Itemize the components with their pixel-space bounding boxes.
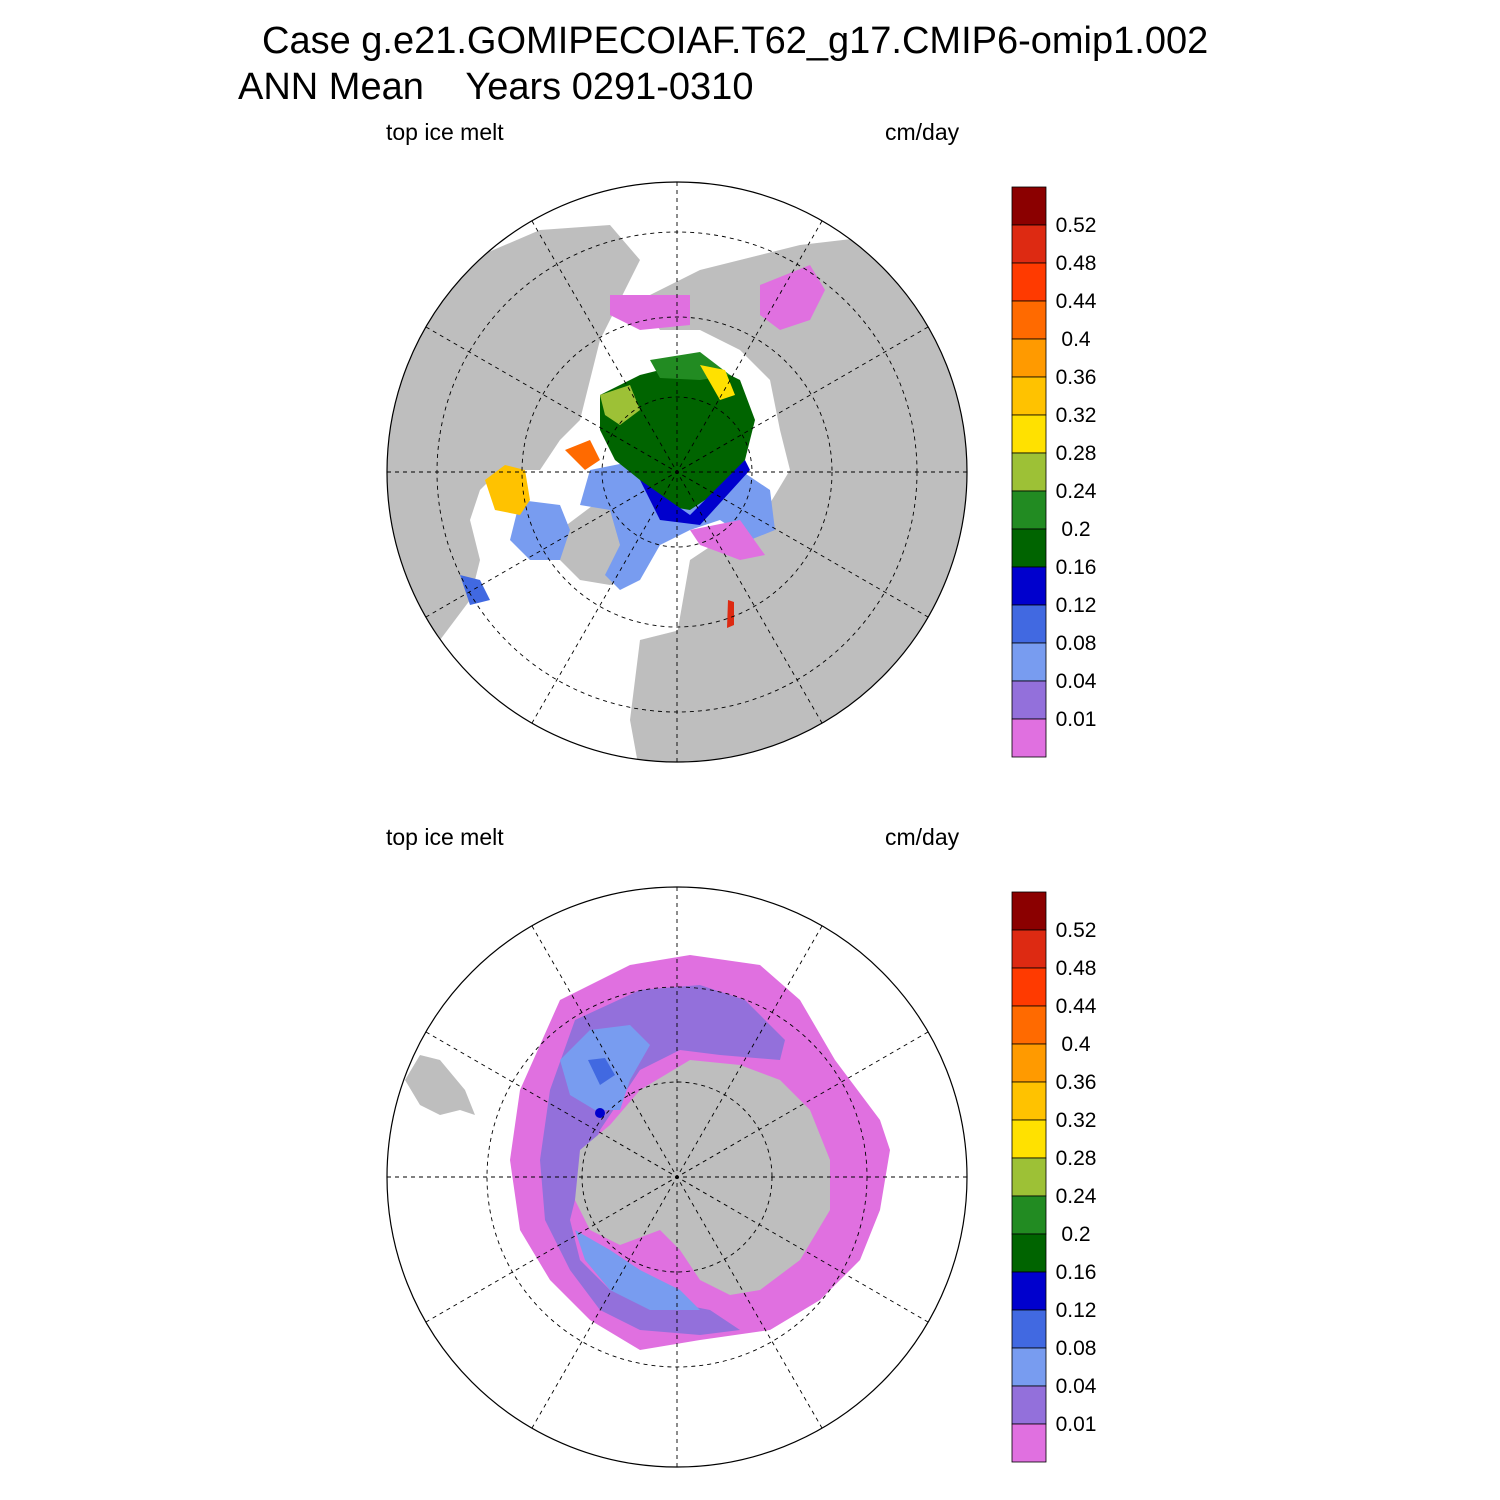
south-colorbar-box <box>1011 1423 1047 1463</box>
north-contour-blue-edge <box>640 460 750 525</box>
south-graticule <box>387 887 967 1467</box>
north-colorbar-tick-label: 0.16 <box>1056 556 1097 579</box>
north-colorbar-box <box>1011 642 1047 682</box>
north-contour-gold <box>485 465 530 515</box>
south-colorbar-tick-label: 0.08 <box>1056 1337 1097 1360</box>
north-contour-orange <box>565 440 600 470</box>
north-variable-label: top ice melt <box>386 119 504 145</box>
north-colorbar-tick-label: 0.36 <box>1056 366 1097 389</box>
north-colorbar-box <box>1011 452 1047 492</box>
south-sea-ice-field <box>405 955 890 1350</box>
north-map-border <box>386 181 968 763</box>
north-colorbar-box <box>1011 490 1047 530</box>
south-colorbar-box <box>1011 1233 1047 1273</box>
north-colorbar-box <box>1011 224 1047 264</box>
north-colorbar-tick-label: 0.08 <box>1056 632 1097 655</box>
south-colorbar-box <box>1011 891 1047 931</box>
south-colorbar-tick-label: 0.2 <box>1061 1223 1090 1246</box>
north-colorbar-tick-label: 0.48 <box>1056 252 1097 275</box>
south-colorbar-tick-label: 0.32 <box>1056 1109 1097 1132</box>
north-contour-pink-b <box>760 265 825 330</box>
south-colorbar-tick-label: 0.16 <box>1056 1261 1097 1284</box>
south-units-label: cm/day <box>885 824 960 850</box>
north-colorbar-tick-label: 0.24 <box>1056 480 1097 503</box>
years-label: Years 0291-0310 <box>465 66 754 108</box>
north-colorbar-box <box>1011 300 1047 340</box>
north-colorbar-tick-label: 0.32 <box>1056 404 1097 427</box>
south-colorbar-tick-label: 0.01 <box>1056 1413 1097 1436</box>
north-colorbar-box <box>1011 338 1047 378</box>
south-colorbar-box <box>1011 929 1047 969</box>
south-colorbar-tick-label: 0.12 <box>1056 1299 1097 1322</box>
north-land-north-america <box>387 225 640 640</box>
figure-title-period: ANN Mean Years 0291-0310 <box>238 68 753 106</box>
north-colorbar: 0.52 0.48 0.44 0.4 0.36 0.32 0.28 0.24 0.2 0.16 0.… <box>1011 186 1097 758</box>
north-colorbar-box <box>1011 680 1047 720</box>
north-colorbar-box <box>1011 528 1047 568</box>
south-variable-label: top ice melt <box>386 824 504 850</box>
south-colorbar-tick-label: 0.52 <box>1056 919 1097 942</box>
south-colorbar-box <box>1011 1309 1047 1349</box>
south-colorbar-box <box>1011 1119 1047 1159</box>
south-land-antarctica <box>575 1060 830 1295</box>
north-polar-map <box>386 181 968 763</box>
south-colorbar-tick-label: 0.4 <box>1061 1033 1091 1056</box>
south-colorbar-box <box>1011 1081 1047 1121</box>
north-contour-pink-a <box>610 295 690 330</box>
south-contour-blue-dot <box>595 1108 605 1118</box>
north-colorbar-box <box>1011 376 1047 416</box>
north-contour-red <box>727 600 734 628</box>
south-contour-light-blue-b <box>575 1230 700 1310</box>
north-colorbar-tick-label: 0.28 <box>1056 442 1097 465</box>
north-colorbar-box <box>1011 566 1047 606</box>
north-contour-pink-c <box>690 520 765 560</box>
north-units-label: cm/day <box>885 119 960 145</box>
season-label: ANN Mean <box>238 66 424 108</box>
north-colorbar-tick-label: 0.52 <box>1056 214 1097 237</box>
south-colorbar-tick-label: 0.28 <box>1056 1147 1097 1170</box>
south-colorbar-box <box>1011 1043 1047 1083</box>
north-contour-yellow <box>700 365 735 400</box>
south-map-border <box>386 886 968 1468</box>
north-colorbar-tick-label: 0.44 <box>1056 290 1097 313</box>
south-colorbar-box <box>1011 1271 1047 1311</box>
south-colorbar-tick-label: 0.36 <box>1056 1071 1097 1094</box>
north-sea-ice-field <box>460 265 825 628</box>
south-colorbar-box <box>1011 1347 1047 1387</box>
north-colorbar-tick-label: 0.4 <box>1061 328 1091 351</box>
north-graticule <box>387 182 967 762</box>
south-contour-royal-blue <box>588 1058 615 1085</box>
north-colorbar-box <box>1011 262 1047 302</box>
north-colorbar-box <box>1011 186 1047 226</box>
south-colorbar: 0.52 0.48 0.44 0.4 0.36 0.32 0.28 0.24 0.2 0.16 0.… <box>1011 891 1097 1463</box>
south-colorbar-box <box>1011 1005 1047 1045</box>
north-colorbar-tick-label: 0.2 <box>1061 518 1090 541</box>
north-colorbar-tick-label: 0.12 <box>1056 594 1097 617</box>
south-colorbar-tick-label: 0.48 <box>1056 957 1097 980</box>
south-colorbar-tick-label: 0.04 <box>1056 1375 1097 1398</box>
north-contour-yellow-green <box>600 385 640 425</box>
north-colorbar-box <box>1011 604 1047 644</box>
south-colorbar-tick-label: 0.44 <box>1056 995 1097 1018</box>
north-contour-light-blue-b <box>510 500 570 560</box>
figure-title-case: Case g.e21.GOMIPECOIAF.T62_g17.CMIP6-omi… <box>262 20 1209 62</box>
south-colorbar-tick-label: 0.24 <box>1056 1185 1097 1208</box>
north-colorbar-box <box>1011 718 1047 758</box>
south-colorbar-box <box>1011 1157 1047 1197</box>
south-colorbar-box <box>1011 1385 1047 1425</box>
south-colorbar-box <box>1011 967 1047 1007</box>
north-contour-royal-blue <box>460 575 490 605</box>
north-contour-dark-green <box>600 360 755 510</box>
north-land-europe <box>630 590 860 762</box>
north-colorbar-box <box>1011 414 1047 454</box>
south-polar-map <box>386 886 968 1468</box>
north-colorbar-tick-label: 0.01 <box>1056 708 1097 731</box>
north-colorbar-tick-label: 0.04 <box>1056 670 1097 693</box>
south-colorbar-box <box>1011 1195 1047 1235</box>
south-land-south-america <box>405 1055 475 1115</box>
